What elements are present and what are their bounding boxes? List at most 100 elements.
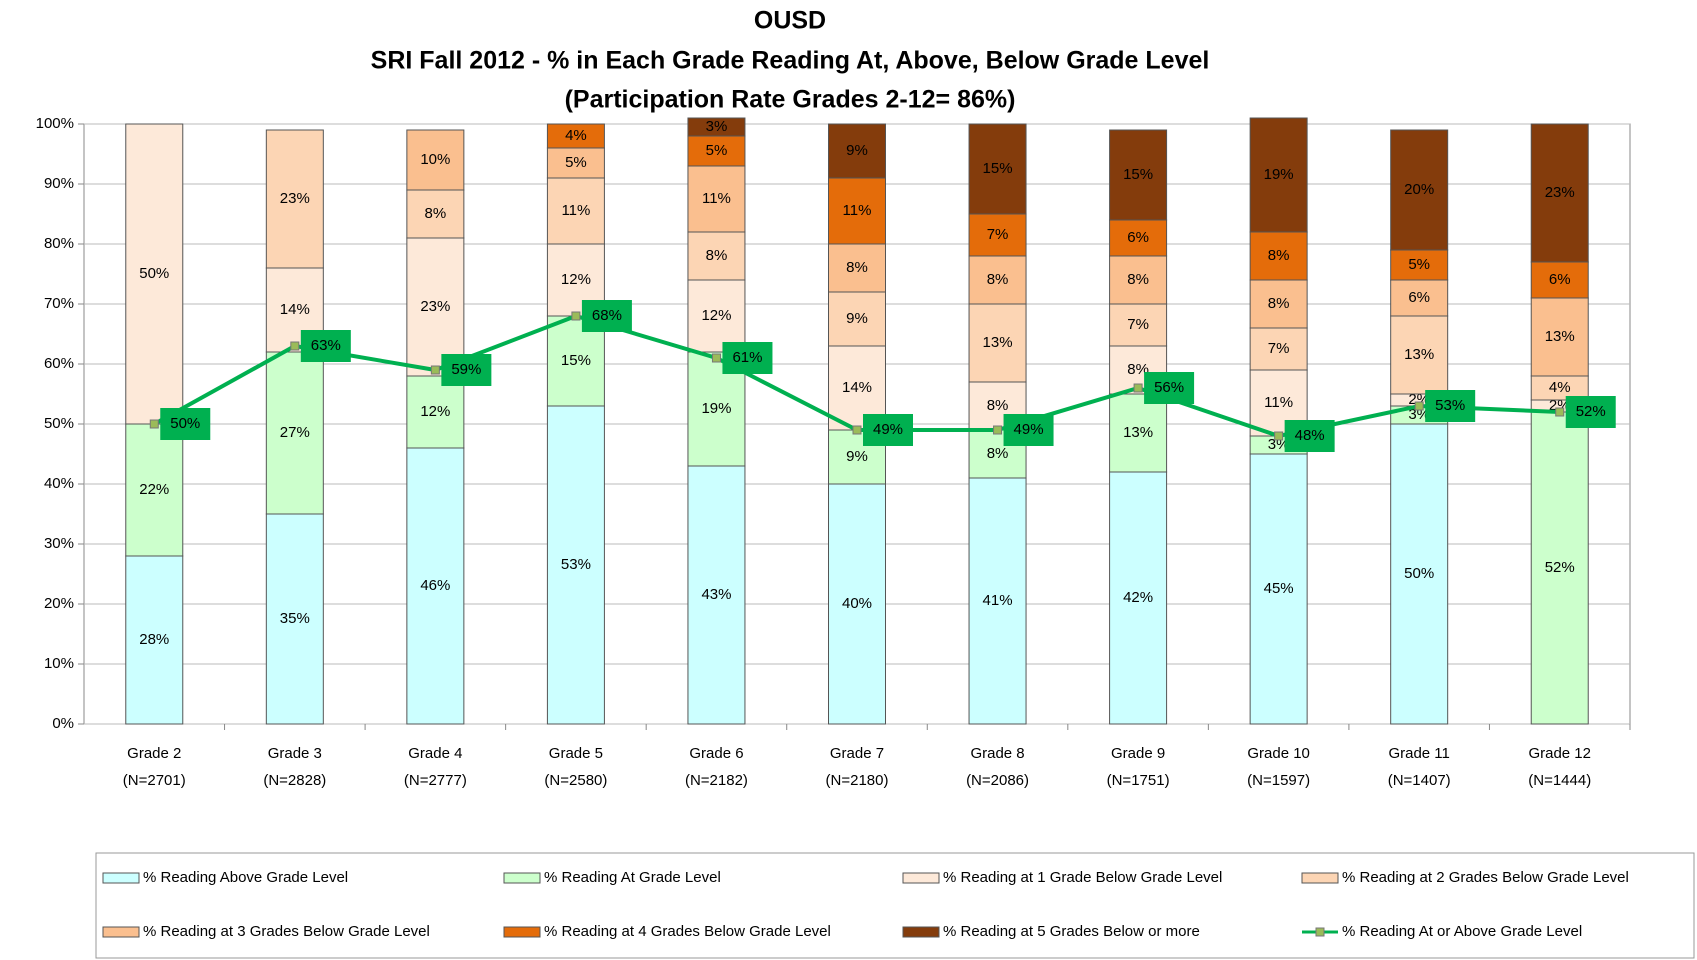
data-label: 12% — [561, 271, 591, 288]
legend-swatch — [1301, 872, 1339, 884]
y-tick-label: 40% — [44, 475, 74, 492]
bar-segment — [828, 243, 886, 293]
bar-segment — [546, 405, 605, 725]
bar-segment — [687, 165, 746, 233]
data-label: 43% — [701, 586, 731, 603]
bar-segment — [1530, 411, 1589, 725]
bar-segment — [968, 255, 1027, 305]
data-label: 63% — [311, 337, 341, 354]
data-label: 20% — [1404, 181, 1434, 198]
legend-swatch — [503, 926, 541, 938]
data-label: 15% — [1123, 166, 1153, 183]
data-label: 5% — [706, 142, 728, 159]
x-tick-label: Grade 6 — [689, 745, 743, 762]
data-label: 15% — [561, 352, 591, 369]
data-label: 11% — [843, 202, 872, 219]
data-label: 8% — [987, 397, 1009, 414]
bar-segment — [1390, 423, 1449, 725]
data-label: 19% — [1264, 166, 1294, 183]
data-label: 27% — [280, 424, 310, 441]
line-marker — [1133, 383, 1143, 393]
data-label: 59% — [451, 361, 481, 378]
x-tick-label: (N=1444) — [1528, 772, 1591, 789]
data-label-box — [1565, 396, 1616, 428]
data-label-box — [1425, 390, 1476, 422]
y-tick-label: 70% — [44, 295, 74, 312]
data-label: 52% — [1576, 403, 1606, 420]
bar-segment — [546, 123, 605, 149]
legend-label: % Reading At or Above Grade Level — [1342, 923, 1582, 940]
data-label: 4% — [1549, 379, 1571, 396]
data-label: 23% — [420, 298, 450, 315]
data-label: 5% — [565, 154, 587, 171]
bar-segment — [1109, 471, 1168, 725]
bar-segment — [1390, 129, 1449, 251]
chart-title: (Participation Rate Grades 2-12= 86%) — [565, 86, 1016, 114]
data-label: 9% — [846, 310, 868, 327]
data-label: 3% — [706, 118, 728, 135]
y-tick-label: 50% — [44, 415, 74, 432]
data-label: 50% — [170, 415, 200, 432]
legend-label: % Reading at 2 Grades Below Grade Level — [1342, 869, 1629, 886]
line-marker — [993, 425, 1003, 435]
data-label: 50% — [139, 265, 169, 282]
bar-segment — [1249, 231, 1308, 281]
y-tick-label: 10% — [44, 655, 74, 672]
bar-segment — [968, 477, 1027, 725]
data-label: 10% — [420, 151, 450, 168]
y-tick-label: 30% — [44, 535, 74, 552]
data-label-box — [160, 408, 211, 440]
data-label: 14% — [842, 379, 872, 396]
line-marker — [571, 311, 581, 321]
data-label: 3% — [1268, 436, 1290, 453]
y-tick-label: 20% — [44, 595, 74, 612]
legend-swatch — [902, 926, 940, 938]
bar-segment — [1109, 255, 1168, 305]
bar-segment — [1109, 393, 1168, 473]
bar-segment — [687, 117, 746, 137]
data-label: 40% — [842, 595, 872, 612]
data-label-box — [581, 300, 632, 332]
x-tick-label: Grade 4 — [408, 745, 462, 762]
bar-segment — [125, 423, 184, 557]
data-label: 41% — [983, 592, 1013, 609]
data-label: 6% — [1549, 271, 1571, 288]
line-marker — [430, 365, 440, 375]
y-tick-label: 80% — [44, 235, 74, 252]
legend-label: % Reading at 1 Grade Below Grade Level — [943, 869, 1222, 886]
bar-segment — [1249, 279, 1308, 329]
x-tick-label: Grade 5 — [549, 745, 603, 762]
data-label: 50% — [1404, 565, 1434, 582]
legend-swatch — [503, 872, 541, 884]
bar-segment — [125, 123, 184, 425]
data-label-box — [863, 414, 913, 446]
x-tick-label: Grade 11 — [1388, 745, 1449, 762]
chart-title: SRI Fall 2012 - % in Each Grade Reading … — [371, 47, 1210, 75]
data-label: 15% — [983, 160, 1013, 177]
data-label: 6% — [1127, 229, 1149, 246]
x-tick-label: Grade 7 — [830, 745, 884, 762]
data-label: 48% — [1295, 427, 1325, 444]
data-label: 8% — [706, 247, 728, 264]
bar-segment — [406, 129, 465, 191]
data-label: 8% — [1268, 295, 1290, 312]
bar-segment — [1249, 327, 1308, 371]
bar-segment — [1109, 219, 1168, 257]
data-label: 8% — [987, 271, 1009, 288]
data-label: 6% — [1408, 289, 1430, 306]
data-label: 3% — [1408, 406, 1430, 423]
bar-segment — [1249, 117, 1308, 233]
data-label: 5% — [1408, 256, 1430, 273]
data-label: 56% — [1154, 379, 1184, 396]
bar-segment — [546, 177, 605, 245]
data-label: 53% — [561, 556, 591, 573]
data-label: 13% — [1123, 424, 1153, 441]
bar-segment — [828, 177, 886, 245]
data-label: 2% — [1549, 397, 1571, 414]
legend-swatch — [102, 926, 140, 938]
data-label: 7% — [987, 226, 1009, 243]
bar-segment — [406, 237, 465, 377]
data-label: 46% — [420, 577, 450, 594]
data-label: 28% — [139, 631, 169, 648]
data-label: 11% — [561, 202, 590, 219]
